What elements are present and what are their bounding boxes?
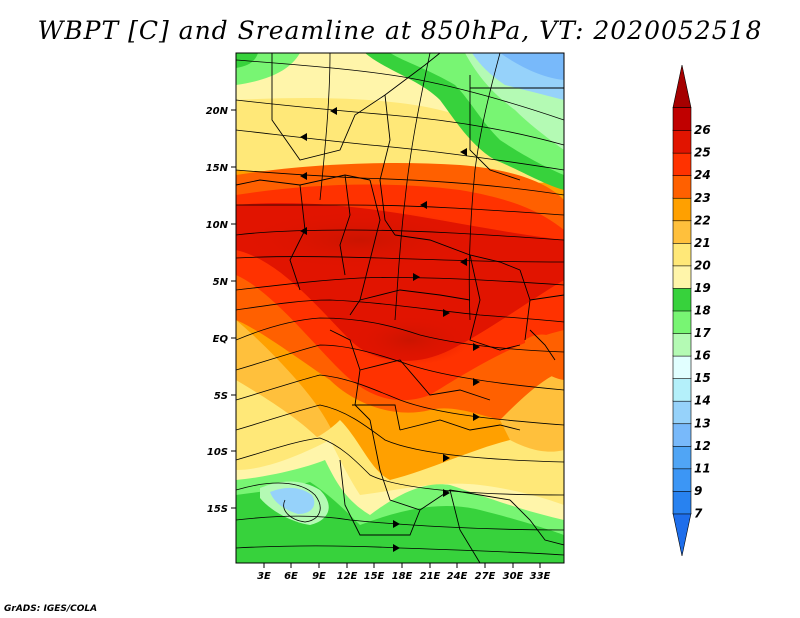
colorbar-label: 12 xyxy=(694,439,711,453)
colorbar-label: 20 xyxy=(694,258,711,272)
streamlines xyxy=(236,53,564,556)
colorbar-swatch xyxy=(672,355,692,379)
colorbar-label: 11 xyxy=(694,461,711,475)
colorbar-label: 21 xyxy=(694,236,711,250)
colorbar-label: 9 xyxy=(694,484,702,498)
lat-label-10s: 10S xyxy=(207,447,228,458)
lat-label-20n: 20N xyxy=(206,106,229,117)
colorbar-label: 26 xyxy=(694,123,711,137)
colorbar-swatch xyxy=(672,445,692,470)
colorbar-label: 16 xyxy=(694,349,711,363)
lon-label-33e: 33E xyxy=(530,571,551,582)
colorbar-label: 25 xyxy=(694,146,711,160)
colorbar-swatch xyxy=(672,513,692,557)
colorbar-label: 18 xyxy=(694,304,711,318)
lon-label-6e: 6E xyxy=(284,571,298,582)
lon-label-12e: 12E xyxy=(337,571,358,582)
colorbar-label: 7 xyxy=(694,506,703,520)
lat-label-15n: 15N xyxy=(206,163,229,174)
colorbar-swatch xyxy=(672,152,692,176)
wbpt-field xyxy=(236,53,564,563)
lon-label-21e: 21E xyxy=(420,571,441,582)
colorbar: 7 9 11 12 13 14 15 16 17 18 19 20 21 22 23 24 25 26 xyxy=(672,64,711,557)
colorbar-swatch xyxy=(672,265,692,289)
colorbar-swatch xyxy=(672,377,692,402)
colorbar-swatch xyxy=(672,422,692,447)
colorbar-swatch xyxy=(672,490,692,515)
colorbar-swatch xyxy=(672,64,692,108)
colorbar-swatch xyxy=(672,220,692,244)
colorbar-swatch xyxy=(672,129,692,154)
lat-ticks xyxy=(231,109,236,509)
colorbar-label: 19 xyxy=(694,281,711,295)
colorbar-swatch xyxy=(672,197,692,222)
colorbar-label: 13 xyxy=(694,416,711,430)
lat-label-5n: 5N xyxy=(213,277,229,288)
lon-label-3e: 3E xyxy=(257,571,271,582)
colorbar-swatch xyxy=(672,107,692,131)
colorbar-label: 14 xyxy=(694,394,711,408)
lat-label-15s: 15S xyxy=(207,504,228,515)
map-title: WBPT [C] and Sreamline at 850hPa, VT: 20… xyxy=(37,16,763,45)
lon-label-15e: 15E xyxy=(364,571,385,582)
lat-label-5s: 5S xyxy=(214,391,228,402)
lon-label-24e: 24E xyxy=(447,571,468,582)
colorbar-swatch xyxy=(672,400,692,425)
colorbar-label: 23 xyxy=(694,191,711,205)
colorbar-swatch xyxy=(672,242,692,267)
lon-label-30e: 30E xyxy=(503,571,524,582)
colorbar-swatch xyxy=(672,332,692,357)
plot-frame xyxy=(235,52,565,564)
lon-label-18e: 18E xyxy=(392,571,413,582)
lon-ticks xyxy=(263,563,541,568)
colorbar-label: 17 xyxy=(694,326,711,340)
lat-label-eq: EQ xyxy=(213,334,229,345)
streamline-arrows xyxy=(300,107,480,552)
colorbar-swatch xyxy=(672,310,692,334)
colorbar-swatch xyxy=(672,174,692,199)
colorbar-label: 24 xyxy=(694,168,711,182)
grads-credit: GrADS: IGES/COLA xyxy=(4,604,98,614)
lon-label-27e: 27E xyxy=(475,571,496,582)
lat-label-10n: 10N xyxy=(206,220,229,231)
colorbar-label: 22 xyxy=(694,213,711,227)
colorbar-swatch xyxy=(672,468,692,492)
colorbar-label: 15 xyxy=(694,371,711,385)
lon-label-9e: 9E xyxy=(312,571,326,582)
colorbar-swatch xyxy=(672,287,692,312)
